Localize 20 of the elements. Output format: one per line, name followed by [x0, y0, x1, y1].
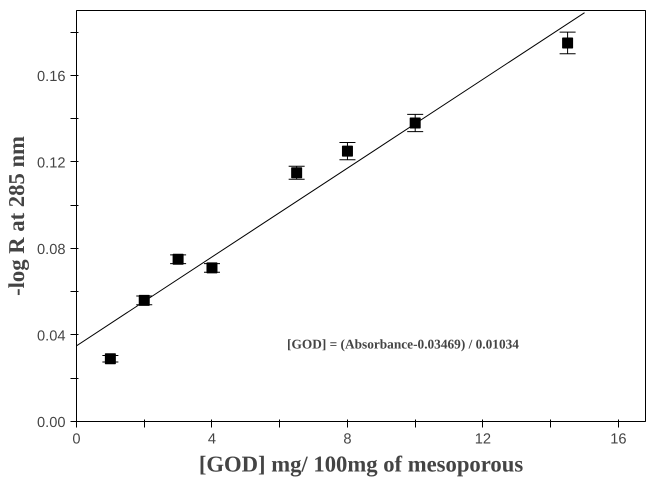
x-tick-label: 0 [72, 432, 81, 448]
x-axis-title: [GOD] mg/ 100mg of mesoporous [198, 452, 524, 476]
point [104, 353, 116, 364]
y-tick-label: 0.12 [36, 155, 66, 172]
x-tick-label: 12 [474, 432, 492, 448]
point [138, 294, 150, 306]
point [172, 254, 184, 265]
y-axis-title: -log R at 285 nm [4, 136, 29, 296]
y-tick-label: 0.00 [36, 415, 66, 431]
point [291, 167, 302, 178]
y-tick-label: 0.08 [36, 242, 66, 258]
annotation: [GOD] = (Absorbance-0.03469) / 0.01034 [287, 336, 520, 352]
x-tick-label: 4 [208, 432, 216, 448]
point [562, 37, 574, 48]
y-tick-label: 0.16 [36, 68, 66, 85]
x-tick-label: 16 [610, 432, 627, 448]
point [206, 262, 218, 274]
point [342, 146, 353, 157]
y-tick-label: 0.04 [36, 328, 66, 344]
x-tick-label: 8 [343, 432, 352, 448]
